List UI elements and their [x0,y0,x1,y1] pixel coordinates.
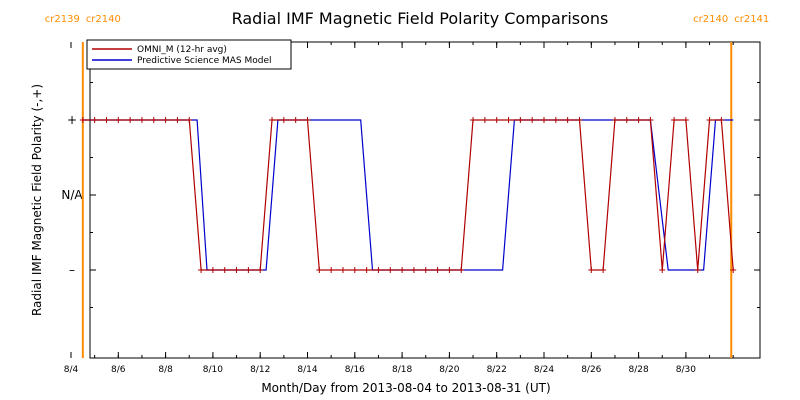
series-0-point-29 [422,267,429,273]
series-0-point-32 [458,267,465,273]
series-0-point-50 [671,117,678,123]
y-tick-label-2: – [69,263,75,277]
legend: OMNI_M (12-hr avg)Predictive Science MAS… [86,39,292,70]
x-tick-label-0: 8/4 [64,365,79,375]
series-0-point-7 [162,117,169,123]
series-0-point-38 [529,117,536,123]
series-0-point-34 [481,117,488,123]
x-tick-label-7: 8/18 [392,365,412,375]
carrington-label-left-1: cr2140 [693,14,728,25]
series-0-point-54 [718,117,725,123]
series-0-point-3 [115,117,122,123]
series-0-point-44 [600,267,607,273]
x-tick-label-10: 8/24 [534,365,554,375]
series-0-point-37 [517,117,524,123]
carrington-label-right-0: cr2140 [86,14,121,25]
series-0-point-36 [505,117,512,123]
x-tick-label-1: 8/6 [111,365,126,375]
series-0-point-24 [363,267,370,273]
series-0-point-55 [730,267,737,273]
series-0-point-42 [576,117,583,123]
series-0-point-51 [682,117,689,123]
series-0-point-10 [198,267,205,273]
series-0-point-1 [91,117,98,123]
series-0-point-40 [552,117,559,123]
series-line-1 [82,119,734,271]
series-0-point-39 [541,117,547,123]
series-0-point-17 [280,117,287,123]
x-tick-label-6: 8/16 [345,365,365,375]
series-0-point-19 [304,117,311,123]
y-axis: + N/A – [61,82,760,308]
series-0-point-26 [387,267,394,273]
x-tick-label-13: 8/30 [676,365,696,375]
series-0-point-27 [399,267,406,273]
x-tick-label-2: 8/8 [158,365,173,375]
x-tick-label-12: 8/28 [628,365,648,375]
series-0-point-20 [316,267,323,273]
x-tick-label-9: 8/22 [487,365,507,375]
carrington-label-right-1: cr2141 [734,14,769,25]
x-axis-label: Month/Day from 2013-08-04 to 2013-08-31 … [261,381,550,395]
carrington-label-left-0: cr2139 [45,14,80,25]
series-0-point-28 [410,267,417,273]
x-tick-label-8: 8/20 [439,365,459,375]
series-0-point-46 [623,117,630,123]
series-0-point-31 [446,267,453,273]
series-layer [79,117,737,273]
series-0-point-14 [245,267,252,273]
x-tick-label-5: 8/14 [297,365,317,375]
series-0-point-8 [174,117,181,123]
series-0-point-12 [221,267,228,273]
series-0-point-53 [706,117,713,123]
series-0-point-6 [150,117,157,123]
series-0-point-2 [103,117,110,123]
series-0-point-18 [292,117,299,123]
x-tick-label-11: 8/26 [581,365,601,375]
series-0-point-47 [635,117,642,123]
series-0-point-23 [351,267,358,273]
series-0-point-45 [611,117,618,123]
y-tick-label-0: + [67,113,77,127]
x-tick-label-3: 8/10 [203,365,223,375]
series-0-point-49 [659,267,666,273]
y-axis-label: Radial IMF Magnetic Field Polarity (-,+) [30,84,44,316]
series-0-point-16 [269,117,276,123]
series-0-point-9 [186,117,193,123]
series-0-point-30 [434,267,441,273]
x-tick-label-4: 8/12 [250,365,270,375]
series-0-point-52 [694,267,701,273]
series-0-point-0 [79,117,86,123]
series-line-0 [82,119,734,271]
series-0-point-5 [138,117,145,123]
series-0-point-4 [127,117,134,123]
x-axis: 8/4 8/6 8/8 8/10 8/12 8/14 8/16 8/18 8/20 8/22 8/2… [64,42,734,375]
series-0-point-41 [564,117,571,123]
carrington-markers: cr2139 cr2140 cr2140 cr2141 [45,14,769,358]
series-0-point-21 [328,267,335,273]
series-0-point-11 [209,267,216,273]
chart-title: Radial IMF Magnetic Field Polarity Compa… [232,9,609,28]
plot-frame [89,41,761,359]
series-0-point-33 [470,117,477,123]
series-0-point-25 [375,267,382,273]
legend-box [86,39,292,70]
y-tick-label-1: N/A [61,188,83,202]
legend-label-1: Predictive Science MAS Model [137,56,272,66]
series-0-point-43 [588,267,595,273]
series-0-point-13 [233,267,240,273]
series-0-point-22 [339,267,346,273]
legend-label-0: OMNI_M (12-hr avg) [137,45,227,55]
series-0-point-15 [257,267,264,273]
series-0-point-48 [647,117,654,123]
series-0-point-35 [493,117,500,123]
